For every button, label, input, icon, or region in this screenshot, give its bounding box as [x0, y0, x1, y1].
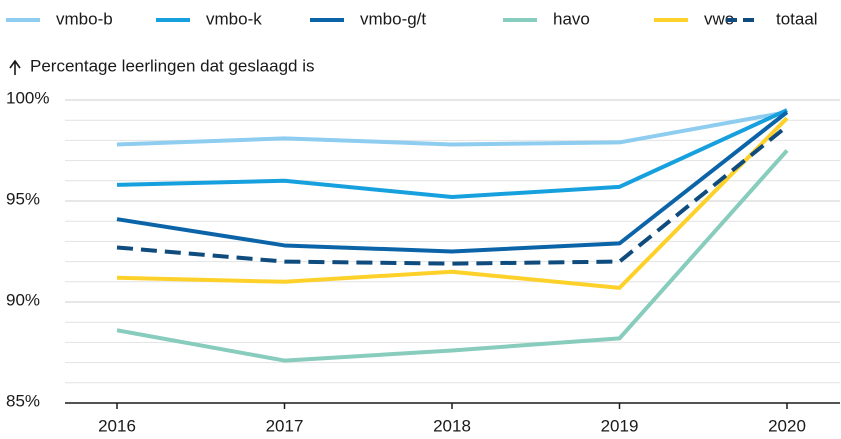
x-tick-label: 2018: [433, 416, 471, 435]
line-series: [116, 149, 789, 363]
axis-arrow: [9, 59, 21, 75]
legend-label: havo: [553, 9, 590, 28]
line-series: [116, 124, 789, 266]
legend-label: vmbo-g/t: [360, 9, 426, 28]
x-tick-label: 2017: [266, 416, 304, 435]
legend-label: totaal: [776, 9, 818, 28]
y-tick-label: 85%: [6, 391, 40, 410]
y-tick-label: 100%: [6, 88, 49, 107]
y-tick-label: 90%: [6, 290, 40, 309]
x-tick-label: 2016: [98, 416, 136, 435]
line-series: [116, 116, 789, 290]
line-series: [116, 110, 789, 254]
legend-label: vwo: [704, 9, 734, 28]
y-tick-label: 95%: [6, 189, 40, 208]
x-tick-label: 2019: [601, 416, 639, 435]
legend-label: vmbo-k: [206, 9, 262, 28]
y-axis-label: Percentage leerlingen dat geslaagd is: [30, 56, 314, 75]
line-series: [116, 108, 788, 199]
line-series: [116, 110, 788, 147]
x-tick-label: 2020: [768, 416, 806, 435]
legend-label: vmbo-b: [56, 9, 113, 28]
